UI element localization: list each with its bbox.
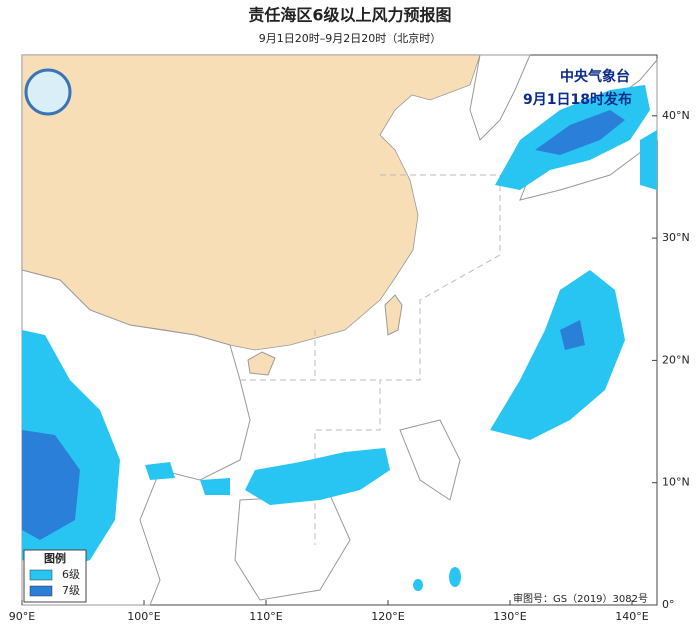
cma-logo: [24, 68, 72, 116]
hainan: [247, 351, 276, 376]
issuer: 中央气象台: [560, 68, 630, 85]
legend-title: 图例: [44, 551, 66, 565]
wind-7-areas: [22, 110, 625, 540]
legend-label: 6级: [62, 568, 80, 581]
y-tick-label: 40°N: [662, 109, 690, 122]
y-tick-label: 10°N: [662, 476, 690, 489]
subtitle: 9月1日20时–9月2日20时（北京时）: [259, 31, 442, 45]
x-tick-label: 140°E: [615, 610, 648, 623]
legend-label: 7级: [62, 584, 80, 597]
approval-number: 审图号：GS（2019）3082号: [513, 592, 648, 605]
x-tick-label: 110°E: [249, 610, 282, 623]
legend: 图例 6级 7级: [23, 549, 87, 603]
map-area: 中央气象台 9月1日18时发布 图例 6级 7级 审图号：GS（2019）308…: [21, 54, 658, 606]
x-tick-label: 130°E: [493, 610, 526, 623]
x-tick-label: 100°E: [127, 610, 160, 623]
y-tick-label: 30°N: [662, 231, 690, 244]
sea-zone-lines: [240, 174, 501, 545]
y-tick-label: 20°N: [662, 353, 690, 366]
x-tick-label: 90°E: [9, 610, 35, 623]
title: 责任海区6级以上风力预报图: [248, 6, 451, 25]
korea: [469, 54, 531, 141]
issue-time: 9月1日18时发布: [523, 91, 632, 108]
y-tick-label: 0°: [662, 598, 675, 611]
x-tick-label: 120°E: [371, 610, 404, 623]
taiwan: [384, 294, 403, 336]
legend-swatch: [29, 585, 53, 597]
philippines: [399, 419, 461, 501]
legend-swatch: [29, 569, 53, 581]
axes: 90°E 100°E 110°E 120°E 130°E 140°E 0° 10°N 20°N 3…: [9, 109, 690, 623]
